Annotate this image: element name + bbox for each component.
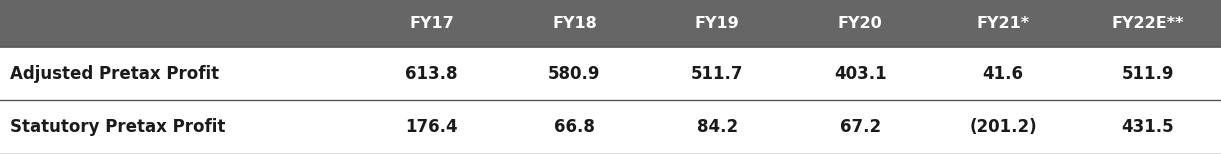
Bar xyxy=(0,0,1221,47)
Text: Statutory Pretax Profit: Statutory Pretax Profit xyxy=(10,118,225,136)
Text: Adjusted Pretax Profit: Adjusted Pretax Profit xyxy=(10,65,219,83)
Text: 66.8: 66.8 xyxy=(554,118,595,136)
Text: 403.1: 403.1 xyxy=(834,65,886,83)
Text: 176.4: 176.4 xyxy=(405,118,458,136)
Text: 613.8: 613.8 xyxy=(405,65,458,83)
Text: FY20: FY20 xyxy=(838,16,883,31)
Text: 41.6: 41.6 xyxy=(983,65,1023,83)
Text: 511.7: 511.7 xyxy=(691,65,744,83)
Text: FY22E**: FY22E** xyxy=(1111,16,1184,31)
Text: 431.5: 431.5 xyxy=(1121,118,1175,136)
Text: 84.2: 84.2 xyxy=(697,118,737,136)
Text: 511.9: 511.9 xyxy=(1122,65,1173,83)
Text: FY21*: FY21* xyxy=(977,16,1029,31)
Text: FY18: FY18 xyxy=(552,16,597,31)
Text: (201.2): (201.2) xyxy=(969,118,1037,136)
Text: FY17: FY17 xyxy=(409,16,454,31)
Text: FY19: FY19 xyxy=(695,16,740,31)
Text: 580.9: 580.9 xyxy=(548,65,601,83)
Text: 67.2: 67.2 xyxy=(840,118,880,136)
